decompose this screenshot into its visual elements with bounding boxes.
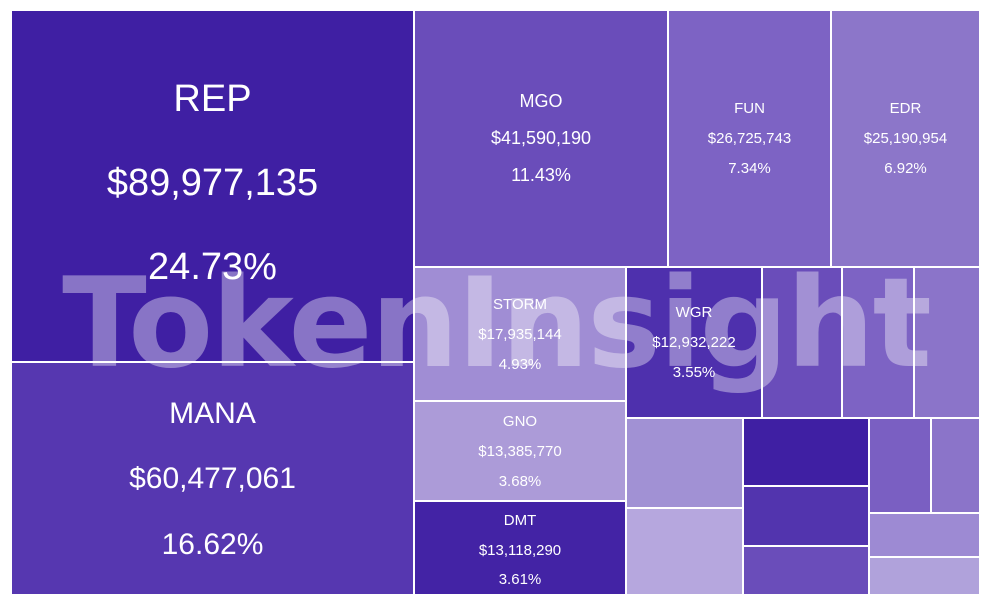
cell-label-share: 24.73% [148, 246, 277, 288]
treemap-cell-fun: FUN $26,725,743 7.34% [668, 10, 831, 267]
cell-label-name: FUN [734, 99, 765, 117]
cell-label-value: $25,190,954 [863, 129, 948, 147]
treemap-cell-dmt: DMT $13,118,290 3.61% [414, 501, 626, 595]
treemap-cell-mgo: MGO $41,590,190 11.43% [414, 10, 668, 267]
treemap-cell [743, 546, 869, 595]
treemap-cell-rep: REP $89,977,135 24.73% [11, 10, 414, 362]
treemap-cell-wgr: WGR $12,932,222 3.55% [626, 267, 762, 418]
cell-label-name: DMT [503, 511, 537, 529]
cell-label-value: $60,477,061 [129, 462, 296, 495]
cell-label-value: $89,977,135 [106, 162, 319, 204]
cell-label-share: 3.55% [672, 363, 716, 381]
treemap-cell [626, 508, 743, 595]
cell-label-share: 11.43% [511, 165, 571, 185]
treemap-cell [931, 418, 980, 513]
treemap-cell [842, 267, 914, 418]
cell-label-share: 3.61% [498, 570, 542, 588]
treemap-cell [869, 418, 931, 513]
cell-label-value: $26,725,743 [707, 129, 792, 147]
cell-label-name: STORM [493, 295, 547, 313]
treemap-cell-storm: STORM $17,935,144 4.93% [414, 267, 626, 401]
cell-label-share: 4.93% [498, 355, 542, 373]
cell-label-name: MGO [519, 91, 563, 111]
treemap-cell [743, 486, 869, 546]
cell-label-value: $17,935,144 [478, 325, 562, 343]
cell-label-share: 6.92% [884, 159, 927, 177]
cell-label-value: $13,385,770 [478, 442, 562, 460]
cell-label-share: 16.62% [161, 528, 264, 561]
cell-label-name: REP [173, 78, 252, 120]
cell-label-value: $41,590,190 [490, 128, 592, 148]
cell-label-value: $13,118,290 [478, 541, 562, 559]
treemap-cell-gno: GNO $13,385,770 3.68% [414, 401, 626, 501]
cell-label-name: EDR [889, 99, 922, 117]
treemap-cell [626, 418, 743, 508]
cell-label-share: 3.68% [498, 472, 542, 490]
cell-label-value: $12,932,222 [652, 333, 736, 351]
treemap-cell-edr: EDR $25,190,954 6.92% [831, 10, 980, 267]
treemap-cell [869, 513, 980, 557]
treemap-cell [914, 267, 980, 418]
treemap-cell [762, 267, 842, 418]
cell-label-name: MANA [169, 397, 256, 430]
treemap-cell-mana: MANA $60,477,061 16.62% [11, 362, 414, 595]
cell-label-name: GNO [502, 412, 538, 430]
cell-label-share: 7.34% [728, 159, 771, 177]
cell-label-name: WGR [675, 303, 713, 321]
treemap-cell [869, 557, 980, 595]
treemap-cell [743, 418, 869, 486]
